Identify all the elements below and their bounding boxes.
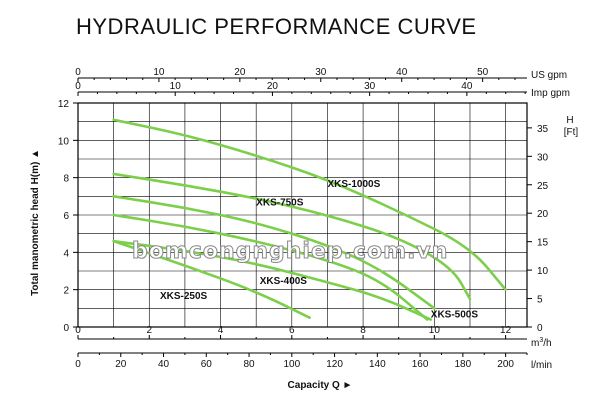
left-axis-tick-label: 4 — [63, 248, 69, 259]
curves — [112, 118, 507, 321]
left-axis-tick-label: 12 — [58, 99, 70, 110]
bottom-axis-m3h-tick-label: 10 — [429, 325, 441, 336]
right-axis-tick-label: 35 — [537, 124, 549, 135]
bottom-axis-m3h-tick-label: 4 — [218, 325, 224, 336]
curve-xks-600s — [112, 195, 436, 310]
right-axis-unit: H — [566, 115, 573, 126]
bottom-axis-lmin-tick-label: 140 — [369, 359, 386, 370]
bottom-axis-lmin-unit: l/min — [531, 360, 552, 371]
right-axis-tick-label: 5 — [537, 295, 543, 306]
right-axis-tick-label: 0 — [537, 323, 543, 334]
right-axis-tick-label: 15 — [537, 238, 549, 249]
bottom-axis-m3h-tick-label: 8 — [360, 325, 366, 336]
bottom-axis-lmin-tick-label: 100 — [283, 359, 300, 370]
bottom-axis-m3h-tick-label: 0 — [75, 325, 81, 336]
left-axis-tick-label: 2 — [63, 286, 69, 297]
top-axis-usgpm-tick-label: 10 — [153, 67, 165, 78]
grid — [78, 103, 527, 327]
top-axis-impgpm-tick-label: 30 — [364, 81, 376, 92]
bottom-axis-lmin-tick-label: 120 — [326, 359, 343, 370]
bottom-axis-lmin-tick-label: 160 — [412, 359, 429, 370]
bottom-axis-lmin-tick-label: 20 — [115, 359, 127, 370]
top-axis-usgpm-unit: US gpm — [531, 70, 567, 81]
left-axis-tick-label: 8 — [63, 174, 69, 185]
bottom-axis-lmin-tick-label: 40 — [158, 359, 170, 370]
series-label-xks-400s: XKS-400S — [260, 276, 308, 287]
bottom-axis-lmin-tick-label: 60 — [201, 359, 213, 370]
top-axis-impgpm-tick-label: 0 — [75, 81, 81, 92]
bottom-axis-m3h-tick-label: 2 — [146, 325, 152, 336]
top-axis-impgpm-tick-label: 10 — [170, 81, 182, 92]
page-title: HYDRAULIC PERFORMANCE CURVE — [76, 14, 477, 39]
right-axis-tick-label: 25 — [537, 181, 549, 192]
right-axis-tick-label: 10 — [537, 266, 549, 277]
bottom-axis-m3h-unit: m3/h — [531, 337, 552, 349]
series-label-xks-1000s: XKS-1000S — [327, 179, 380, 190]
series-label-xks-750s: XKS-750S — [256, 198, 304, 209]
unit-sup: 3 — [539, 337, 543, 344]
bottom-axis-lmin-tick-label: 0 — [75, 359, 81, 370]
bottom-axis-m3h-tick-label: 6 — [289, 325, 295, 336]
curve-xks-250s — [112, 239, 311, 319]
left-axis-title: Total manometric head H(m) ▲ — [30, 149, 41, 296]
series-label-xks-500s: XKS-500S — [431, 310, 479, 321]
x-axis-title: Capacity Q ► — [288, 380, 353, 391]
top-axis-usgpm-tick-label: 20 — [234, 67, 246, 78]
bottom-axis-lmin-tick-label: 200 — [497, 359, 514, 370]
top-axis-usgpm-tick-label: 30 — [315, 67, 327, 78]
top-axis-impgpm-tick-label: 20 — [267, 81, 279, 92]
bottom-axis-lmin-tick-label: 80 — [243, 359, 255, 370]
left-axis-tick-label: 6 — [63, 211, 69, 222]
left-axis-tick-label: 0 — [63, 323, 69, 334]
watermark: bomcongnghiep.com.vn — [132, 239, 448, 264]
series-labels: XKS-1000S XKS-750S XKS-400S XKS-500S XKS-250… — [160, 179, 478, 321]
top-axis-usgpm-tick-label: 50 — [477, 67, 489, 78]
curve-xks-400s — [112, 239, 433, 321]
right-axis-unit-ft: [Ft] — [564, 127, 579, 138]
left-axis-tick-label: 10 — [58, 136, 70, 147]
series-label-xks-250s: XKS-250S — [160, 291, 208, 302]
bottom-axis-lmin-tick-label: 180 — [455, 359, 472, 370]
curve-xks-500s — [112, 213, 429, 321]
curve-xks-1000s — [112, 118, 507, 291]
right-axis-tick-label: 20 — [537, 209, 549, 220]
curve-xks-750s — [112, 172, 472, 301]
top-axis-usgpm-tick-label: 40 — [396, 67, 408, 78]
top-axis-impgpm-unit: Imp gpm — [531, 88, 570, 99]
top-axis-impgpm-tick-label: 40 — [461, 81, 473, 92]
right-axis-tick-label: 30 — [537, 152, 549, 163]
top-axis-usgpm-tick-label: 0 — [75, 67, 81, 78]
bottom-axis-m3h-tick-label: 12 — [500, 325, 512, 336]
axes: 0 2 4 6 8 10 12 Total manometric head H(m) ▲ 0 5 1… — [30, 67, 578, 391]
unit-m: m — [531, 338, 539, 349]
unit-rest: /h — [543, 338, 551, 349]
